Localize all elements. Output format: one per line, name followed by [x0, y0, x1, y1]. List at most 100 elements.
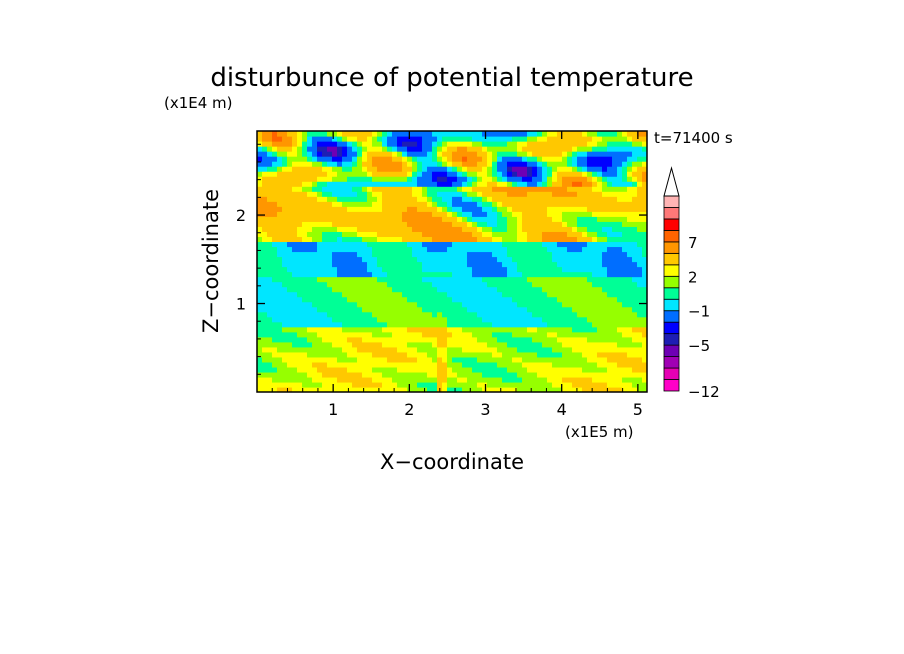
field-cell: [282, 256, 288, 263]
field-cell: [382, 361, 388, 368]
field-cell: [637, 326, 643, 333]
field-cell: [627, 236, 633, 243]
field-cell: [452, 371, 458, 378]
field-cell: [322, 376, 328, 383]
field-cell: [397, 156, 403, 162]
field-cell: [407, 286, 413, 293]
field-cell: [457, 351, 463, 358]
field-cell: [402, 371, 408, 378]
field-cell: [277, 251, 283, 258]
field-cell: [467, 316, 473, 323]
field-cell: [532, 346, 538, 353]
field-cell: [437, 141, 443, 147]
field-cell: [362, 341, 368, 348]
field-cell: [347, 341, 353, 348]
field-cell: [417, 261, 423, 268]
field-cell: [622, 211, 628, 217]
field-cell: [537, 341, 543, 348]
field-cell: [507, 206, 513, 212]
field-cell: [617, 191, 623, 197]
field-cell: [417, 356, 423, 363]
field-cell: [387, 386, 393, 392]
field-cell: [452, 331, 458, 338]
field-cell: [262, 191, 268, 197]
field-cell: [592, 216, 598, 222]
field-cell: [572, 231, 578, 238]
field-cell: [567, 336, 573, 343]
field-cell: [457, 321, 463, 328]
field-cell: [492, 336, 498, 343]
field-cell: [337, 136, 343, 142]
field-cell: [462, 256, 468, 263]
field-cell: [447, 366, 453, 373]
field-cell: [452, 136, 458, 142]
field-cell: [592, 156, 598, 162]
field-cell: [287, 266, 293, 273]
field-cell: [602, 321, 608, 328]
field-cell: [637, 246, 643, 253]
field-cell: [502, 176, 508, 182]
field-cell: [382, 296, 388, 303]
field-cell: [257, 291, 263, 298]
field-cell: [607, 371, 613, 378]
field-cell: [307, 141, 313, 147]
field-cell: [347, 271, 353, 278]
field-cell: [582, 211, 588, 217]
field-cell: [607, 311, 613, 318]
field-cell: [507, 331, 513, 338]
field-cell: [277, 236, 283, 243]
field-cell: [292, 331, 298, 338]
field-cell: [312, 251, 318, 258]
field-cell: [487, 336, 493, 343]
field-cell: [367, 241, 373, 248]
field-cell: [272, 236, 278, 243]
field-cell: [597, 186, 603, 192]
field-cell: [282, 196, 288, 202]
field-cell: [397, 331, 403, 338]
field-cell: [507, 246, 513, 253]
field-cell: [447, 221, 453, 227]
field-cell: [502, 266, 508, 273]
field-cell: [607, 246, 613, 253]
field-cell: [557, 201, 563, 207]
field-cell: [627, 331, 633, 338]
field-cell: [292, 316, 298, 323]
field-cell: [417, 346, 423, 353]
field-cell: [342, 171, 348, 177]
field-cell: [437, 161, 443, 167]
field-cell: [577, 311, 583, 318]
field-cell: [382, 351, 388, 358]
field-cell: [402, 166, 408, 172]
field-cell: [272, 246, 278, 253]
field-cell: [572, 266, 578, 273]
field-cell: [572, 306, 578, 313]
field-cell: [472, 266, 478, 273]
field-cell: [452, 381, 458, 388]
field-cell: [537, 366, 543, 373]
field-cell: [602, 331, 608, 338]
field-cell: [317, 361, 323, 368]
field-cell: [292, 341, 298, 348]
field-cell: [487, 196, 493, 202]
field-cell: [492, 171, 498, 177]
field-cell: [517, 276, 523, 283]
field-cell: [422, 366, 428, 373]
field-cell: [467, 201, 473, 207]
field-cell: [282, 156, 288, 162]
field-cell: [502, 381, 508, 388]
field-cell: [607, 216, 613, 222]
field-cell: [457, 276, 463, 283]
field-cell: [392, 141, 398, 147]
field-cell: [432, 161, 438, 167]
field-cell: [272, 271, 278, 278]
field-cell: [477, 151, 483, 157]
field-cell: [512, 256, 518, 263]
field-cell: [622, 286, 628, 293]
field-cell: [377, 256, 383, 263]
field-cell: [452, 341, 458, 348]
field-cell: [417, 166, 423, 172]
field-cell: [317, 296, 323, 303]
field-cell: [552, 316, 558, 323]
field-cell: [477, 351, 483, 358]
field-cell: [482, 156, 488, 162]
